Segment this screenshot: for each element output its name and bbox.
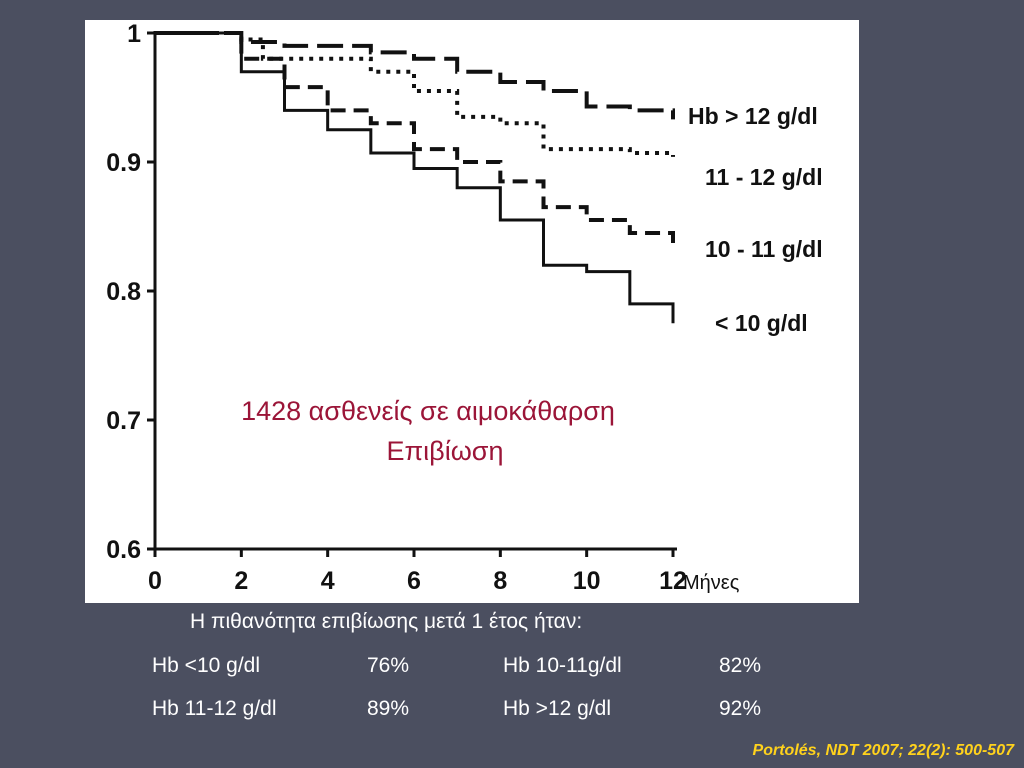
- summary-row-1-value-a: 76%: [367, 654, 410, 677]
- x-tick-label: 12: [659, 567, 687, 595]
- y-tick-label: 0.8: [106, 278, 141, 306]
- legend-label-1: Hb > 12 g/dl: [688, 103, 818, 129]
- summary-row-2-label-b: Hb >12 g/dl: [503, 697, 611, 720]
- survival-curve-3: [155, 31, 675, 246]
- summary-row-1-label-a: Hb <10 g/dl: [152, 654, 260, 677]
- citation: Portolés, NDT 2007; 22(2): 500-507: [752, 742, 1014, 759]
- survival-chart: 0.6 0.7 0.8 0.9 1 0 2 4 6 8 10 12 Μήνες Hb > 12 g/dl 1…: [85, 20, 859, 603]
- summary-row-2-value-b: 92%: [719, 697, 762, 720]
- summary-row-2-value-a: 89%: [367, 697, 410, 720]
- survival-curve-4: [155, 31, 675, 324]
- survival-curve-2: [155, 31, 675, 157]
- x-tick-label: 8: [493, 567, 507, 595]
- annotation-line-2: Επιβίωση: [387, 436, 504, 466]
- legend-label-3: 10 - 11 g/dl: [705, 236, 823, 262]
- x-axis-unit-label: Μήνες: [683, 572, 740, 594]
- y-tick-label: 1: [127, 20, 141, 48]
- y-tick-label: 0.6: [106, 536, 141, 564]
- legend-label-2: 11 - 12 g/dl: [705, 164, 823, 190]
- survival-summary: Η πιθανότητα επιβίωσης μετά 1 έτος ήταν:…: [0, 607, 1024, 737]
- summary-row-2-label-a: Hb 11-12 g/dl: [152, 697, 277, 720]
- legend-label-4: < 10 g/dl: [715, 310, 808, 336]
- x-tick-label: 10: [573, 567, 601, 595]
- summary-row-1-value-b: 82%: [719, 654, 762, 677]
- summary-heading: Η πιθανότητα επιβίωσης μετά 1 έτος ήταν:: [190, 610, 583, 633]
- x-tick-label: 0: [148, 567, 162, 595]
- y-tick-label: 0.7: [106, 407, 141, 435]
- x-tick-label: 2: [234, 567, 248, 595]
- x-tick-label: 4: [321, 567, 335, 595]
- annotation-line-1: 1428 ασθενείς σε αιμοκάθαρση: [241, 396, 615, 426]
- survival-curve-1: [155, 31, 675, 120]
- y-tick-label: 0.9: [106, 149, 141, 177]
- summary-row-1-label-b: Hb 10-11g/dl: [503, 654, 622, 677]
- x-tick-label: 6: [407, 567, 421, 595]
